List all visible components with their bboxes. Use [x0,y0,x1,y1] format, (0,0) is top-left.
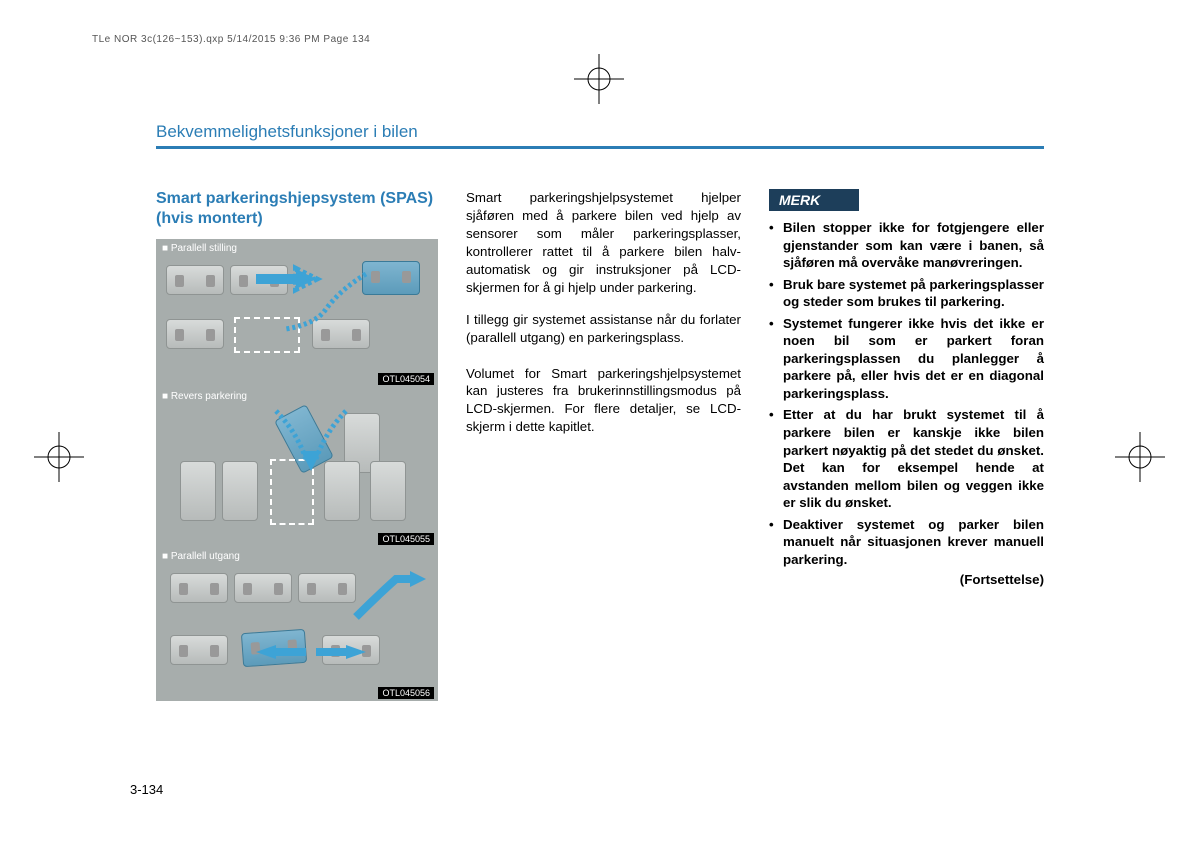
print-header: TLe NOR 3c(126~153).qxp 5/14/2015 9:36 P… [92,34,370,45]
note-item: Systemet fungerer ikke hvis det ikke er … [769,315,1044,403]
feature-title: Smart parkeringshjepsystem (SPAS) (hvis … [156,189,438,229]
figure-code: OTL045054 [378,373,434,385]
page-number: 3-134 [130,782,163,797]
figure-label: ■ Revers parkering [162,391,247,402]
car-icon [170,573,228,603]
note-item: Bilen stopper ikke for fotgjengere eller… [769,219,1044,272]
note-item: Bruk bare systemet på parkeringsplasser … [769,276,1044,311]
figure-parallel-stilling: ■ Parallell stilling OTL045054 [156,239,438,387]
page-content: Bekvemmelighetsfunksjoner i bilen Smart … [156,122,1044,701]
note-header: MERK [769,189,859,211]
registration-mark-left [34,432,84,482]
car-icon [370,461,406,521]
figure-parallel-utgang: ■ Parallell utgang [156,547,438,701]
car-icon [180,461,216,521]
car-icon [170,635,228,665]
body-paragraph: I tillegg gir systemet assistanse når du… [466,311,741,347]
car-icon [234,573,292,603]
continuation-label: (Fortsettelse) [769,572,1044,587]
registration-mark-top [574,54,624,104]
column-left: Smart parkeringshjepsystem (SPAS) (hvis … [156,189,438,701]
figure-label: ■ Parallell utgang [162,551,240,562]
body-paragraph: Volumet for Smart parkeringshjelp­system… [466,365,741,437]
car-icon [166,265,224,295]
note-list: Bilen stopper ikke for fotgjengere eller… [769,219,1044,568]
figure-code: OTL045055 [378,533,434,545]
note-box: MERK Bilen stopper ikke for fotgjengere … [769,189,1044,587]
section-title: Bekvemmelighetsfunksjoner i bilen [156,122,1044,142]
note-item: Etter at du har brukt systemet til å par… [769,406,1044,511]
figure-revers-parkering: ■ Revers parkering OTL045055 [156,387,438,547]
registration-mark-right [1115,432,1165,482]
figure-code: OTL045056 [378,687,434,699]
body-paragraph: Smart parkeringshjelpsystemet hjelper sj… [466,189,741,297]
car-icon [166,319,224,349]
column-middle: Smart parkeringshjelpsystemet hjelper sj… [466,189,741,701]
section-rule [156,146,1044,149]
figure-label: ■ Parallell stilling [162,243,237,254]
columns: Smart parkeringshjepsystem (SPAS) (hvis … [156,189,1044,701]
note-item: Deaktiver systemet og parker bilen manue… [769,516,1044,569]
column-right: MERK Bilen stopper ikke for fotgjengere … [769,189,1044,701]
